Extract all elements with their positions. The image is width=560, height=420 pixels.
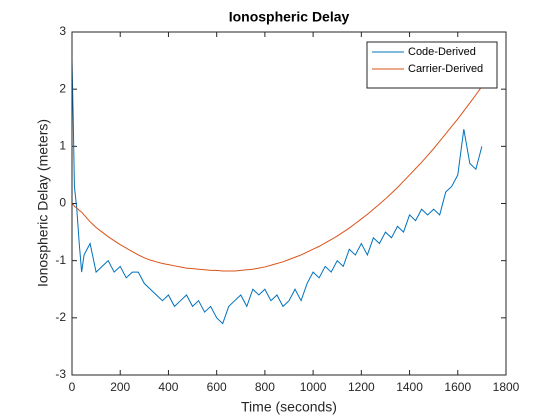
x-tick-label: 1600 [444,380,471,394]
axes-box [71,31,507,376]
x-tick-label: 0 [69,380,76,394]
x-tick-label: 800 [255,380,275,394]
x-axis-label: Time (seconds) [241,399,337,415]
y-tick-label: 2 [59,81,66,95]
x-tick-label: 1000 [300,380,327,394]
x-tick-label: 600 [207,380,227,394]
y-tick-label: -3 [55,367,66,381]
legend-label: Code-Derived [408,46,476,58]
x-tick-label: 1400 [396,380,423,394]
legend-box [366,41,498,89]
x-tick-label: 400 [158,380,178,394]
y-tick-label: 0 [59,196,66,210]
x-tick-label: 200 [110,380,130,394]
y-tick-label: -1 [55,253,66,267]
data-line [71,86,483,272]
y-tick-label: 1 [59,139,66,153]
x-tick-label: 1200 [348,380,375,394]
legend-label: Carrier-Derived [408,63,483,75]
x-tick-label: 1800 [493,380,520,394]
y-tick-label: 3 [59,24,66,38]
y-axis-label: Ionospheric Delay (meters) [35,119,51,287]
data-line [71,60,483,325]
chart-title: Ionospheric Delay [229,9,350,25]
y-tick-label: -2 [55,310,66,324]
